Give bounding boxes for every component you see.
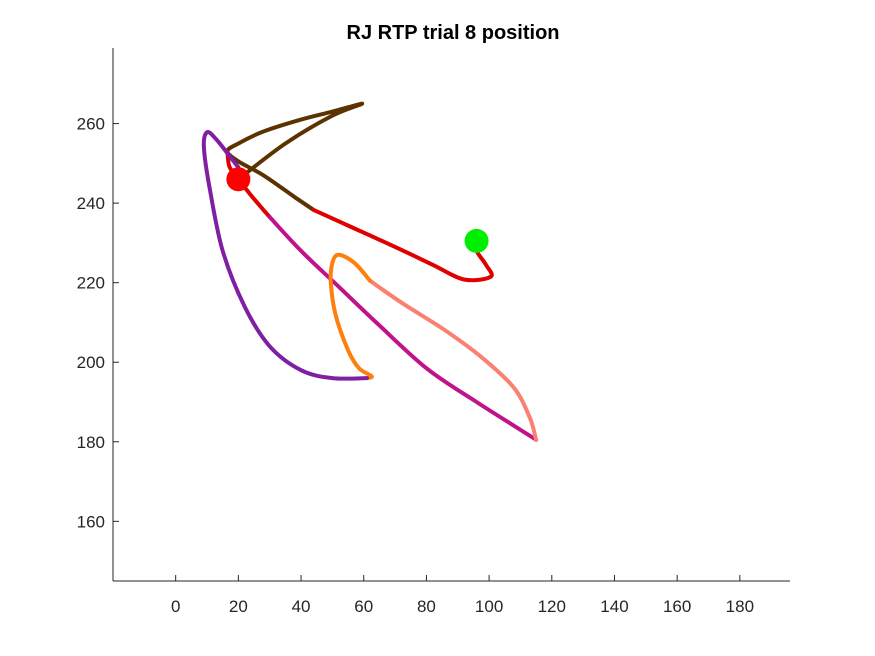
plot-area [201,101,539,442]
y-tick-label: 160 [77,512,105,531]
x-tick-label: 0 [171,597,180,616]
x-tick-label: 100 [475,597,503,616]
x-tick-label: 180 [726,597,754,616]
trajectory-segment-1 [225,101,365,212]
y-tick-label: 260 [77,115,105,134]
y-tick-label: 240 [77,194,105,213]
x-tick-label: 60 [354,597,373,616]
end-marker [226,167,251,192]
x-tick-label: 40 [292,597,311,616]
x-tick-label: 160 [663,597,691,616]
x-tick-label: 80 [417,597,436,616]
trajectory-segment-2 [311,207,494,283]
x-tick-label: 20 [229,597,248,616]
x-tick-label: 120 [538,597,566,616]
y-tick-label: 220 [77,274,105,293]
x-axis: 0 20 40 60 80 100 120 140 160 180 [113,575,790,616]
y-axis: 160 180 200 220 240 260 [77,48,119,581]
trajectory-segment-6 [328,252,374,381]
start-marker [464,228,489,253]
y-tick-label: 180 [77,433,105,452]
trajectory-segment-4 [267,215,539,442]
chart-title: RJ RTP trial 8 position [347,22,560,44]
trajectory-segment-5 [368,278,539,442]
y-tick-label: 200 [77,353,105,372]
x-tick-label: 140 [600,597,628,616]
trajectory-segment-7 [201,130,369,381]
